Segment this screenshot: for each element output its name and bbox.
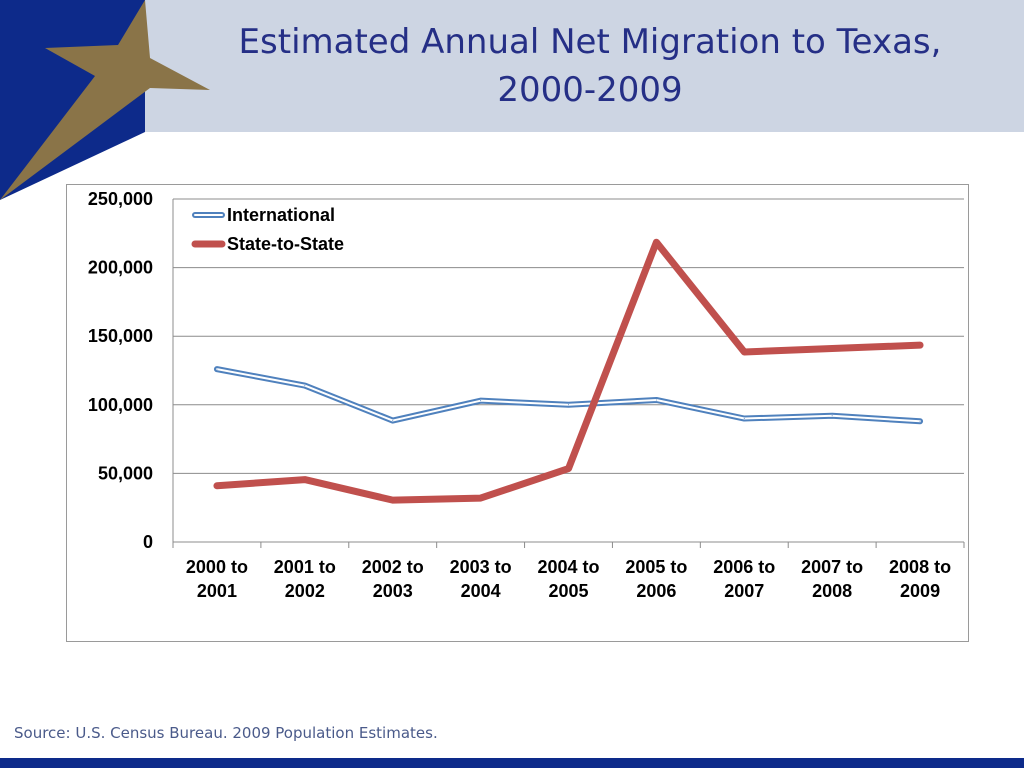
series-layer xyxy=(213,238,924,504)
data-point xyxy=(392,499,394,501)
data-point xyxy=(743,418,745,420)
x-tick-label: 2006 xyxy=(636,581,676,601)
axis-layer: 0 50,000 100,000 150,000 200,000 250,000 2000 … xyxy=(88,189,965,601)
data-point xyxy=(216,485,218,487)
x-tick-label: 2009 xyxy=(900,581,940,601)
footer-bar xyxy=(0,758,1024,768)
y-tick-label: 0 xyxy=(143,532,153,552)
data-point xyxy=(392,420,394,422)
x-tick-label: 2002 xyxy=(285,581,325,601)
series-line-1 xyxy=(213,238,924,504)
data-point xyxy=(216,368,218,370)
x-tick-label: 2005 xyxy=(548,581,588,601)
gold-star-icon xyxy=(0,0,210,200)
data-point xyxy=(568,468,569,470)
y-tick-label: 150,000 xyxy=(88,326,153,346)
data-point xyxy=(480,497,482,499)
x-tick-label: 2003 xyxy=(373,581,413,601)
x-tick-label: 2004 to xyxy=(537,557,599,577)
chart-svg: 0 50,000 100,000 150,000 200,000 250,000 2000 … xyxy=(88,189,965,601)
x-tick-label: 2001 xyxy=(197,581,237,601)
slide-title: Estimated Annual Net Migration to Texas,… xyxy=(190,18,990,114)
x-tick-label: 2007 xyxy=(724,581,764,601)
x-tick-label: 2000 to xyxy=(186,557,248,577)
y-tick-label: 250,000 xyxy=(88,189,153,209)
x-tick-label: 2002 to xyxy=(362,557,424,577)
data-point xyxy=(655,241,657,243)
y-tick-label: 50,000 xyxy=(98,463,153,483)
grid-layer xyxy=(173,198,964,474)
data-point xyxy=(831,415,833,417)
legend-label: International xyxy=(227,205,335,225)
header-band xyxy=(0,0,1024,132)
source-note: Source: U.S. Census Bureau. 2009 Populat… xyxy=(14,724,438,742)
data-point xyxy=(919,344,921,346)
series-line-0-outer xyxy=(213,366,924,425)
y-tick-label: 100,000 xyxy=(88,395,153,415)
x-tick-label: 2006 to xyxy=(713,557,775,577)
x-tick-label: 2008 to xyxy=(889,557,951,577)
x-tick-label: 2003 to xyxy=(450,557,512,577)
legend-label: State-to-State xyxy=(227,234,344,254)
chart-frame: 0 50,000 100,000 150,000 200,000 250,000 2000 … xyxy=(66,184,969,642)
star-logo xyxy=(0,0,210,200)
data-point xyxy=(831,348,833,350)
x-tick-label: 2005 to xyxy=(625,557,687,577)
y-tick-label: 200,000 xyxy=(88,258,153,278)
data-point xyxy=(568,404,569,406)
data-point xyxy=(304,385,306,387)
x-tick-label: 2008 xyxy=(812,581,852,601)
slide-title-line1: Estimated Annual Net Migration to Texas, xyxy=(238,22,942,62)
x-tick-label: 2004 xyxy=(461,581,501,601)
data-point xyxy=(655,399,657,401)
data-point xyxy=(919,420,921,422)
x-tick-label: 2007 to xyxy=(801,557,863,577)
x-tick-label: 2001 to xyxy=(274,557,336,577)
data-point xyxy=(480,400,482,402)
slide-title-line2: 2000-2009 xyxy=(497,70,683,110)
data-point xyxy=(743,351,745,353)
legend-layer: International State-to-State xyxy=(191,205,344,254)
data-point xyxy=(304,479,306,481)
